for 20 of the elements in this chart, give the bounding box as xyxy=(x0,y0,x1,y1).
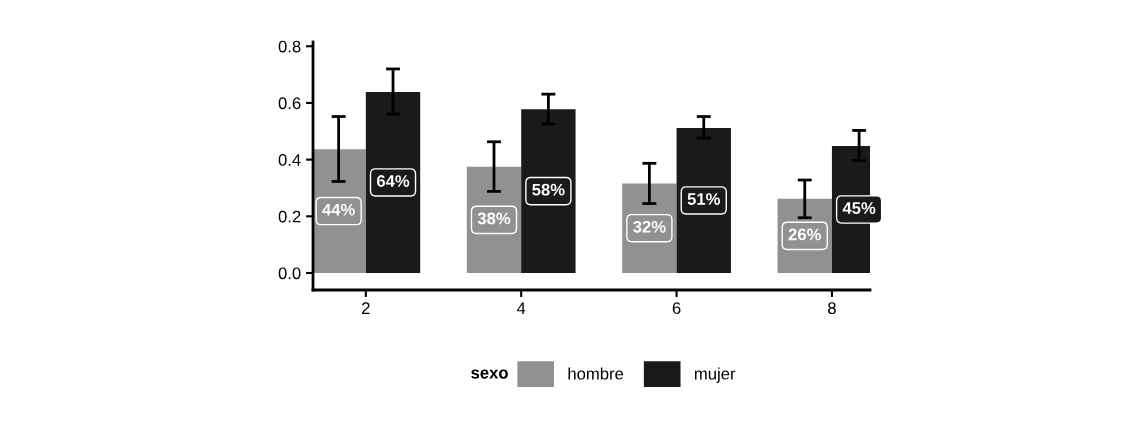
x-tick-label: 4 xyxy=(516,302,526,314)
data-label: 38% xyxy=(477,212,511,225)
legend-label: mujer xyxy=(694,367,736,383)
data-label: 64% xyxy=(376,175,410,187)
y-tick-label: 0.0 xyxy=(278,267,301,280)
y-tick-label: 0.8 xyxy=(278,40,301,53)
y-tick-label: 0.6 xyxy=(278,97,301,110)
x-tick-label: 2 xyxy=(362,302,370,314)
y-tick-label: 0.2 xyxy=(278,210,301,223)
data-label: 26% xyxy=(788,228,821,241)
data-label: 45% xyxy=(842,202,876,214)
legend-title: sexo xyxy=(471,369,508,379)
data-label: 51% xyxy=(687,193,720,205)
data-label: 58% xyxy=(532,183,565,196)
data-label: 44% xyxy=(322,203,355,216)
legend-label: hombre xyxy=(568,367,624,380)
y-tick-label: 0.4 xyxy=(278,154,301,166)
x-tick-label: 6 xyxy=(672,302,681,315)
x-tick-label: 8 xyxy=(828,302,836,315)
data-label: 32% xyxy=(633,220,666,233)
